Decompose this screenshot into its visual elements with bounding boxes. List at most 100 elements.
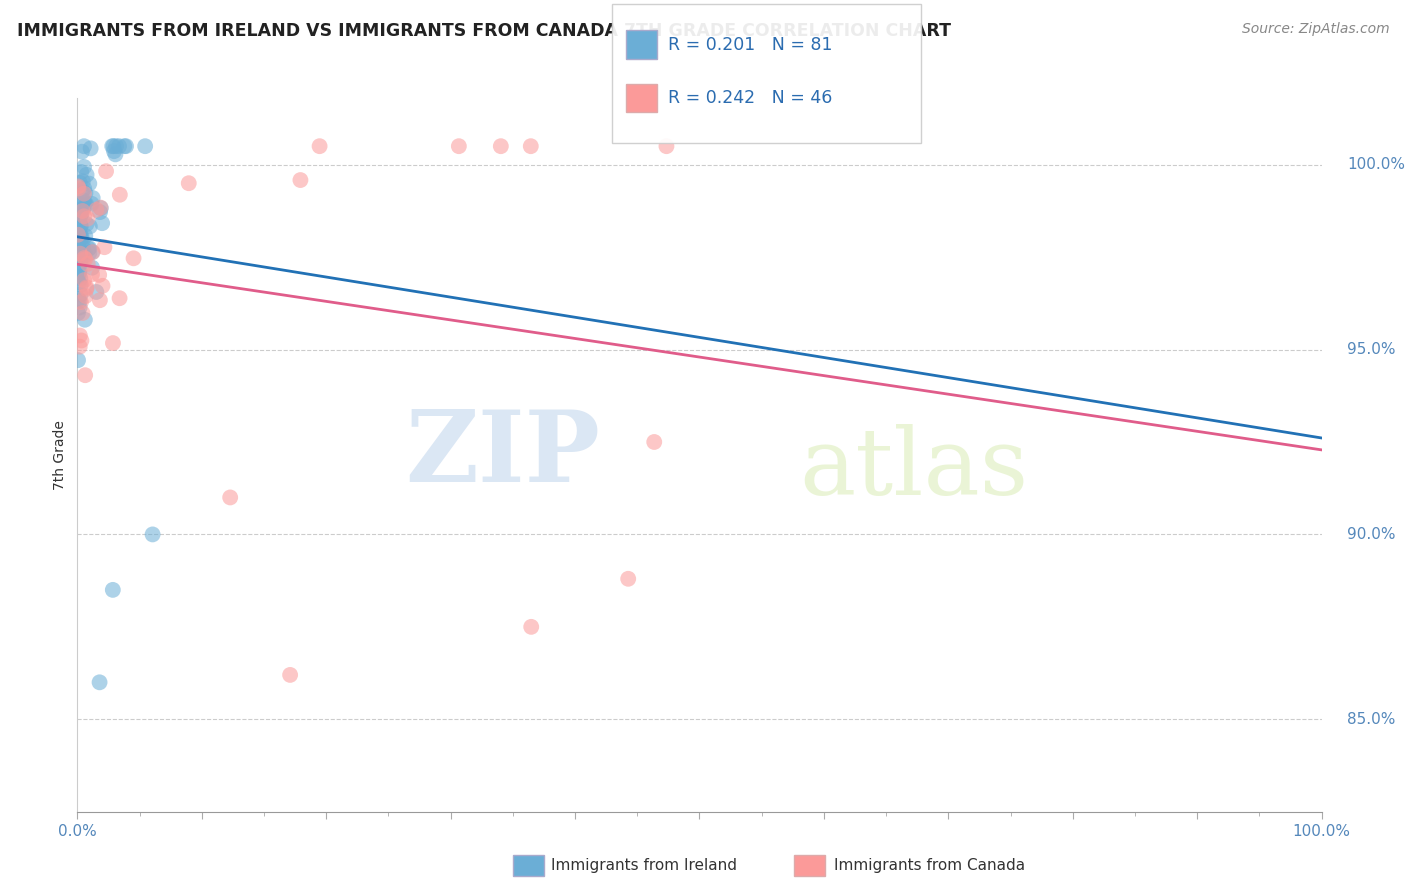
Point — [90, 201, 112, 215]
Point — [69, 246, 91, 260]
Text: Immigrants from Canada: Immigrants from Canada — [834, 858, 1025, 872]
Point — [520, 620, 543, 634]
Point — [82, 245, 104, 260]
Point — [112, 139, 135, 153]
Text: Immigrants from Ireland: Immigrants from Ireland — [551, 858, 737, 872]
Point — [66, 234, 89, 248]
Point — [70, 145, 93, 159]
Point — [73, 209, 96, 223]
Point — [70, 231, 93, 245]
Point — [89, 268, 111, 282]
Point — [80, 267, 103, 281]
Point — [69, 176, 91, 190]
Point — [66, 236, 89, 251]
Point — [69, 287, 91, 301]
Point — [69, 277, 91, 292]
Point — [86, 202, 108, 217]
Point — [104, 147, 127, 161]
Point — [76, 257, 98, 271]
Point — [82, 245, 104, 260]
Point — [69, 264, 91, 278]
Point — [76, 217, 98, 231]
Text: IMMIGRANTS FROM IRELAND VS IMMIGRANTS FROM CANADA 7TH GRADE CORRELATION CHART: IMMIGRANTS FROM IRELAND VS IMMIGRANTS FR… — [17, 22, 950, 40]
Point — [69, 328, 91, 343]
Text: 95.0%: 95.0% — [1347, 342, 1395, 357]
Text: 85.0%: 85.0% — [1347, 712, 1395, 727]
Point — [67, 353, 90, 368]
Point — [308, 139, 330, 153]
Point — [91, 278, 114, 293]
Point — [67, 214, 90, 228]
Point — [69, 256, 91, 270]
Point — [93, 240, 115, 254]
Point — [69, 255, 91, 269]
Point — [86, 285, 108, 299]
Point — [82, 191, 104, 205]
Point — [76, 168, 98, 182]
Point — [655, 139, 678, 153]
Point — [69, 293, 91, 308]
Point — [108, 187, 131, 202]
Text: 100.0%: 100.0% — [1347, 157, 1405, 172]
Text: 90.0%: 90.0% — [1347, 527, 1395, 542]
Point — [67, 269, 90, 284]
Point — [75, 289, 97, 303]
Text: R = 0.201   N = 81: R = 0.201 N = 81 — [668, 36, 832, 54]
Point — [77, 242, 100, 256]
Point — [66, 252, 89, 267]
Point — [73, 249, 96, 263]
Point — [69, 202, 91, 217]
Point — [75, 186, 97, 200]
Point — [73, 139, 96, 153]
Point — [72, 242, 94, 256]
Point — [66, 227, 89, 242]
Point — [70, 165, 93, 179]
Point — [134, 139, 156, 153]
Point — [79, 177, 101, 191]
Point — [447, 139, 470, 153]
Point — [76, 280, 98, 294]
Point — [103, 144, 125, 158]
Text: R = 0.242   N = 46: R = 0.242 N = 46 — [668, 89, 832, 107]
Point — [69, 219, 91, 234]
Point — [72, 201, 94, 215]
Y-axis label: 7th Grade: 7th Grade — [53, 420, 67, 490]
Point — [73, 194, 96, 208]
Point — [73, 181, 96, 195]
Point — [142, 527, 165, 541]
Point — [75, 252, 97, 267]
Point — [73, 160, 96, 174]
Point — [489, 139, 512, 153]
Point — [101, 582, 124, 597]
Text: ZIP: ZIP — [405, 407, 600, 503]
Point — [73, 273, 96, 287]
Point — [66, 235, 89, 250]
Point — [520, 139, 543, 153]
Point — [82, 260, 104, 275]
Point — [69, 217, 91, 231]
Point — [73, 196, 96, 211]
Point — [77, 246, 100, 260]
Point — [69, 227, 91, 242]
Point — [75, 197, 97, 211]
Point — [73, 246, 96, 260]
Point — [108, 139, 131, 153]
Point — [73, 312, 96, 326]
Point — [73, 251, 96, 265]
Point — [69, 271, 91, 285]
Point — [72, 306, 94, 320]
Point — [122, 252, 145, 266]
Point — [72, 238, 94, 252]
Point — [67, 292, 90, 306]
Point — [105, 139, 128, 153]
Point — [70, 186, 93, 200]
Point — [69, 208, 91, 222]
Point — [94, 164, 117, 178]
Point — [101, 336, 124, 351]
Point — [91, 216, 114, 230]
Point — [70, 334, 93, 348]
Point — [70, 295, 93, 310]
Point — [66, 269, 89, 284]
Point — [89, 675, 111, 690]
Point — [75, 368, 97, 383]
